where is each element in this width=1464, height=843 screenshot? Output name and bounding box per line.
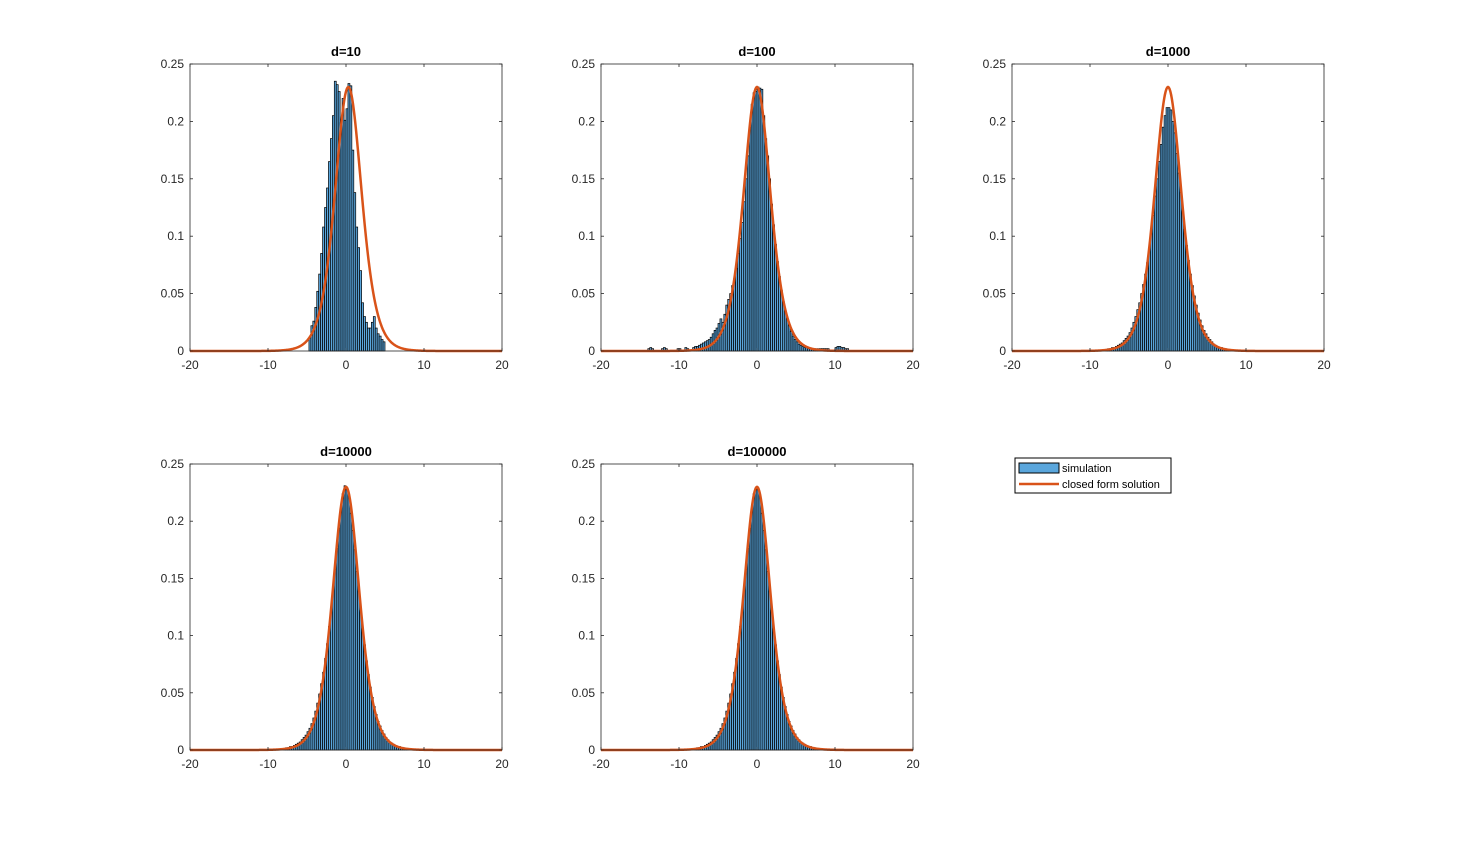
y-tick-label: 0.05 — [983, 287, 1007, 301]
y-tick-label: 0.2 — [578, 114, 595, 128]
x-tick-label: 0 — [343, 757, 350, 771]
y-tick-label: 0.15 — [983, 172, 1007, 186]
y-tick-label: 0.1 — [989, 229, 1006, 243]
subplot-title: d=100000 — [728, 444, 787, 459]
y-tick-label: 0.05 — [161, 287, 185, 301]
legend-swatch-simulation — [1018, 462, 1060, 474]
y-tick-label: 0.05 — [161, 686, 185, 700]
subplot-title: d=1000 — [1146, 44, 1190, 59]
x-tick-label: 0 — [343, 358, 350, 372]
x-tick-label: 10 — [828, 757, 842, 771]
y-tick-label: 0.2 — [167, 114, 184, 128]
subplot: -20 -10 0 10 20 0 0.05 0.1 0.15 0.2 0.25 d=1000 — [983, 44, 1331, 372]
legend-label-simulation: simulation — [1062, 463, 1112, 475]
y-tick-label: 0 — [177, 344, 184, 358]
x-tick-label: 0 — [1165, 358, 1172, 372]
x-tick-label: -10 — [670, 358, 688, 372]
legend: simulation closed form solution — [1014, 457, 1172, 494]
y-tick-label: 0.15 — [161, 571, 185, 585]
subplot-title: d=100 — [738, 44, 775, 59]
y-tick-label: 0.05 — [572, 686, 596, 700]
x-tick-label: 0 — [754, 757, 761, 771]
x-tick-label: 20 — [495, 757, 509, 771]
x-tick-label: 10 — [828, 358, 842, 372]
y-tick-label: 0 — [588, 344, 595, 358]
y-tick-label: 0.2 — [989, 114, 1006, 128]
x-tick-label: -20 — [181, 358, 199, 372]
y-tick-label: 0.15 — [572, 172, 596, 186]
y-tick-label: 0.2 — [578, 514, 595, 528]
subplot: -20 -10 0 10 20 0 0.05 0.1 0.15 0.2 0.25 d=10000 — [161, 444, 509, 771]
x-tick-label: -10 — [670, 757, 688, 771]
x-tick-label: -20 — [592, 358, 610, 372]
legend-label-closed-form: closed form solution — [1062, 479, 1160, 491]
y-tick-label: 0 — [588, 743, 595, 757]
x-tick-label: 0 — [754, 358, 761, 372]
y-tick-label: 0.25 — [161, 57, 185, 71]
y-tick-label: 0.15 — [161, 172, 185, 186]
subplot-title: d=10000 — [320, 444, 372, 459]
histogram-bar — [382, 341, 386, 352]
y-tick-label: 0.1 — [167, 229, 184, 243]
x-tick-label: -10 — [259, 757, 277, 771]
x-tick-label: 10 — [417, 358, 431, 372]
subplot: -20 -10 0 10 20 0 0.05 0.1 0.15 0.2 0.25 d=100 — [572, 44, 920, 372]
y-tick-label: 0.25 — [161, 457, 185, 471]
y-tick-label: 0.1 — [578, 229, 595, 243]
x-tick-label: -10 — [1081, 358, 1099, 372]
x-tick-label: -20 — [1003, 358, 1021, 372]
y-tick-label: 0.1 — [578, 629, 595, 643]
y-tick-label: 0.05 — [572, 287, 596, 301]
x-tick-label: -10 — [259, 358, 277, 372]
x-tick-label: -20 — [592, 757, 610, 771]
x-tick-label: 10 — [1239, 358, 1253, 372]
x-tick-label: -20 — [181, 757, 199, 771]
x-tick-label: 20 — [906, 358, 920, 372]
x-tick-label: 10 — [417, 757, 431, 771]
y-tick-label: 0.25 — [572, 57, 596, 71]
y-tick-label: 0.2 — [167, 514, 184, 528]
y-tick-label: 0.25 — [572, 457, 596, 471]
y-tick-label: 0 — [999, 344, 1006, 358]
subplot: -20 -10 0 10 20 0 0.05 0.1 0.15 0.2 0.25 d=100000 — [572, 444, 920, 771]
y-tick-label: 0 — [177, 743, 184, 757]
x-tick-label: 20 — [906, 757, 920, 771]
y-tick-label: 0.25 — [983, 57, 1007, 71]
y-tick-label: 0.15 — [572, 571, 596, 585]
x-tick-label: 20 — [1317, 358, 1331, 372]
subplot-title: d=10 — [331, 44, 361, 59]
x-tick-label: 20 — [495, 358, 509, 372]
subplot: -20 -10 0 10 20 0 0.05 0.1 0.15 0.2 0.25 d=10 — [161, 44, 509, 372]
y-tick-label: 0.1 — [167, 629, 184, 643]
